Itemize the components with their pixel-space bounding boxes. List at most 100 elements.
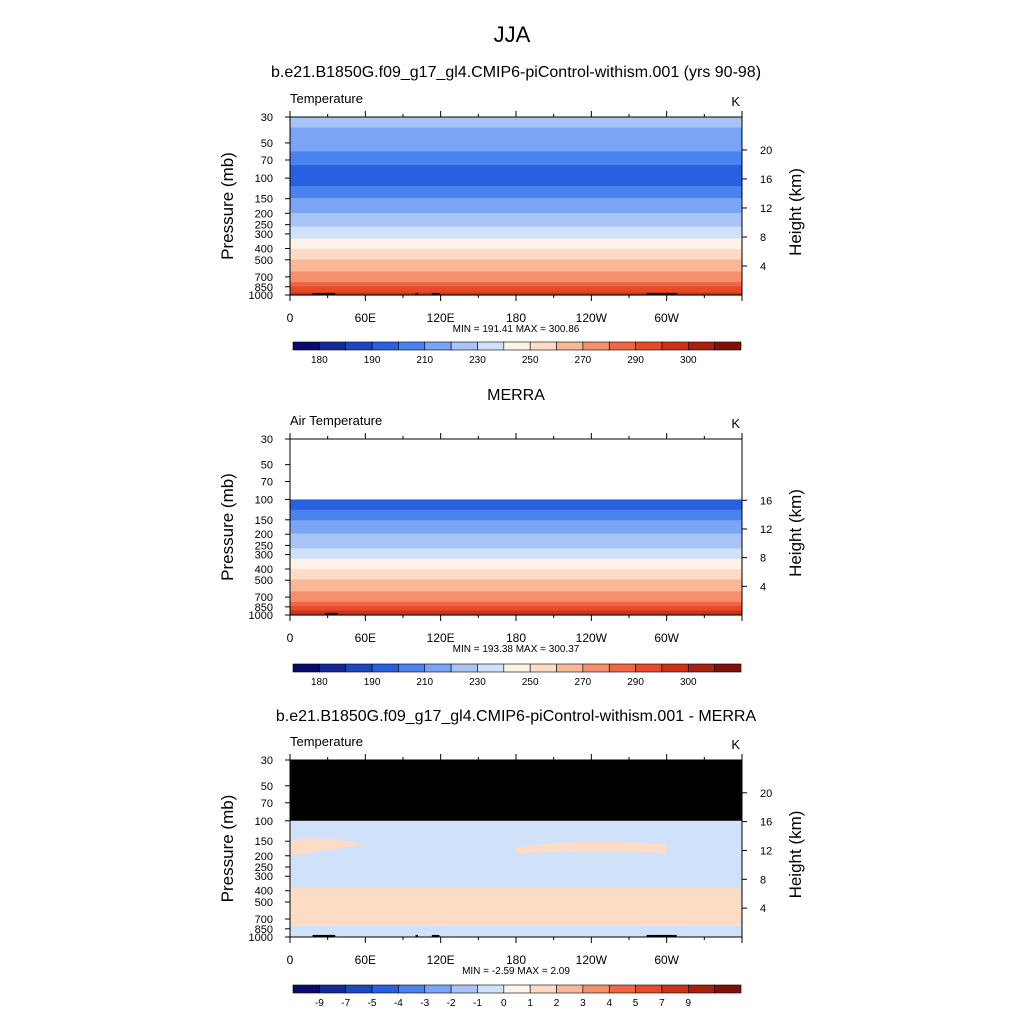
field-band	[290, 139, 742, 142]
y-tick-label: 200	[255, 208, 273, 220]
field-band	[290, 202, 742, 205]
field-band	[290, 130, 742, 133]
y-axis-label: Pressure (mb)	[218, 152, 237, 260]
masked-region	[290, 760, 742, 821]
y-tick-label: 150	[255, 194, 273, 206]
field-band	[290, 186, 742, 189]
y-tick-label: 70	[261, 155, 273, 167]
field-band	[290, 563, 742, 566]
y-tick-label: 400	[255, 564, 273, 576]
colorbar-cell	[608, 984, 636, 994]
colorbar-label: 5	[633, 998, 639, 1009]
height-tick-label: 4	[760, 581, 766, 593]
units-label: K	[731, 416, 740, 431]
field-band	[290, 267, 742, 270]
field-band	[290, 150, 742, 153]
colorbar-cell	[398, 984, 426, 994]
y-tick-label: 700	[255, 272, 273, 284]
y-tick-label: 200	[255, 529, 273, 541]
topography-mask	[327, 934, 336, 937]
colorbar-cell	[319, 341, 347, 351]
colorbar-cell	[503, 984, 531, 994]
field-band	[290, 548, 742, 551]
height-tick-label: 12	[760, 203, 772, 215]
field-band	[290, 589, 742, 593]
height-tick-label: 16	[760, 495, 772, 507]
height-tick-label: 4	[760, 261, 766, 273]
height-tick-label: 8	[760, 874, 766, 886]
colorbar-label: 250	[522, 355, 539, 366]
field-band	[290, 540, 742, 544]
field-band	[290, 118, 742, 121]
field-band	[290, 503, 742, 506]
field-band	[290, 174, 742, 177]
y-tick-label: 400	[255, 243, 273, 255]
field-band	[290, 588, 742, 591]
field-band	[290, 555, 742, 558]
colorbar-label: 290	[627, 355, 644, 366]
colorbar-cell	[661, 984, 689, 994]
y-axis-label: Pressure (mb)	[218, 473, 237, 581]
field-band	[290, 172, 742, 175]
y-axis-label-right: Height (km)	[786, 811, 805, 899]
field-band	[290, 579, 742, 582]
field-band	[290, 509, 742, 512]
field-band	[290, 538, 742, 541]
x-tick-label: 180	[506, 631, 526, 645]
field-band	[290, 117, 742, 120]
field-band	[290, 153, 742, 156]
field-band	[290, 285, 742, 288]
field-band	[290, 169, 742, 172]
field-band	[290, 542, 742, 545]
colorbar-cell	[608, 663, 636, 673]
colorbar-cell	[398, 663, 426, 673]
season-title: JJA	[493, 22, 531, 47]
field-band	[290, 578, 742, 581]
x-tick-label: 120E	[427, 953, 455, 967]
x-tick-label: 180	[506, 311, 526, 325]
field-band	[290, 226, 742, 229]
colorbar-label: -5	[368, 998, 377, 1009]
field-band	[290, 247, 742, 250]
field-band	[290, 567, 742, 570]
field-band	[290, 581, 742, 584]
field-patch	[290, 838, 366, 856]
colorbar-label: 190	[364, 355, 381, 366]
field-band	[290, 133, 742, 136]
field-band	[290, 159, 742, 162]
field-band	[290, 533, 742, 536]
x-tick-label: 120E	[427, 631, 455, 645]
field-band	[290, 558, 742, 561]
field-patch	[516, 841, 667, 854]
colorbar-label: 300	[680, 355, 697, 366]
colorbar-cell	[714, 663, 742, 673]
colorbar-label: -9	[315, 998, 324, 1009]
colorbar-label: 190	[364, 677, 381, 688]
field-band	[290, 214, 742, 217]
colorbar-cell	[477, 341, 505, 351]
field-band	[290, 237, 742, 240]
colorbar-label: 290	[627, 677, 644, 688]
y-tick-label: 700	[255, 592, 273, 604]
colorbar-cell	[582, 984, 610, 994]
field-band	[290, 274, 742, 277]
field-band	[290, 232, 742, 235]
field-band	[290, 536, 742, 539]
field-band	[290, 220, 742, 223]
y-tick-label: 1000	[249, 290, 273, 302]
colorbar-label: 180	[311, 677, 328, 688]
y-tick-label: 100	[255, 173, 273, 185]
field-band	[290, 129, 742, 132]
field-band	[290, 231, 742, 234]
field-band	[290, 124, 742, 127]
field-band	[290, 190, 742, 193]
colorbar-cell	[424, 663, 452, 673]
colorbar-cell	[687, 984, 715, 994]
left-variable-label: Temperature	[290, 91, 363, 106]
colorbar-cell	[371, 984, 399, 994]
field-band	[290, 601, 742, 604]
y-tick-label: 850	[255, 282, 273, 294]
field-band	[290, 280, 742, 283]
colorbar-label: 270	[575, 355, 592, 366]
height-tick-label: 8	[760, 232, 766, 244]
